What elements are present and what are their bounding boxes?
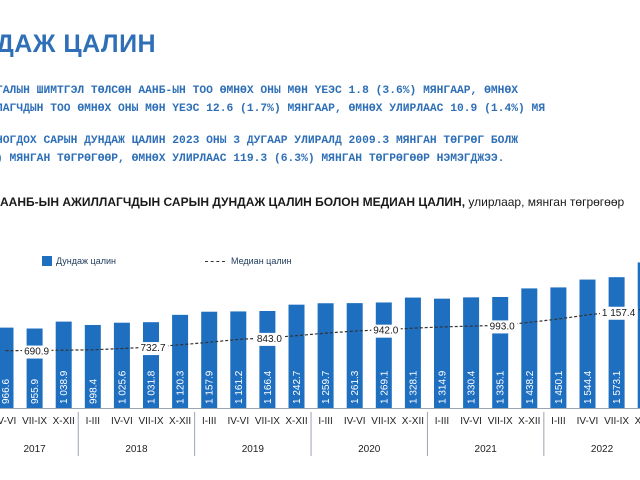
bar-value-label: 1 335.1 (496, 370, 507, 404)
bar-18 (521, 288, 538, 408)
legend-label-bar: Дундаж цалин (56, 256, 116, 266)
legend-swatch-line (205, 260, 225, 262)
x-tick-label: VII-IX (488, 416, 513, 427)
median-point-label: 843.0 (257, 334, 282, 345)
bar-12 (346, 303, 363, 408)
legend-item-line: Медиан цалин (205, 256, 292, 266)
bar-value-label: 955.9 (30, 379, 41, 404)
bar-value-label: 1 038.9 (59, 370, 70, 404)
page-title: ДАЖ ЦАЛИН (0, 30, 157, 58)
median-label-bg (254, 332, 285, 346)
x-tick-label: IV-VI (577, 416, 599, 427)
summary-line: ЛАГЧДЫН ТОО ӨМНӨХ ОНЫ МӨН ҮЕЭС 12.6 (1.7… (0, 103, 546, 115)
legend-item-bar: Дундаж цалин (42, 256, 116, 266)
summary-paragraph-2: НОГДОХ САРЫН ДУНДАЖ ЦАЛИН 2023 ОНЫ 3 ДУГ… (0, 132, 518, 168)
x-tick-label: IV-VI (344, 416, 366, 427)
median-label-bg (138, 342, 168, 356)
bar-value-label: 998.4 (88, 379, 99, 404)
median-point-label: 732.7 (140, 343, 165, 354)
bar-value-label: 1 261.3 (350, 370, 361, 404)
x-tick-label: I-III (86, 416, 100, 427)
bar-value-label: 1 450.1 (554, 370, 565, 404)
x-tick-label: X-XII (53, 416, 75, 427)
bar-value-label: 1 120.3 (176, 370, 187, 404)
x-tick-label: VII-IX (22, 416, 47, 427)
x-tick-label: X-XII (169, 416, 191, 427)
median-line (5, 308, 640, 352)
summary-line: НОГДОХ САРЫН ДУНДАЖ ЦАЛИН 2023 ОНЫ 3 ДУГ… (0, 135, 519, 147)
summary-paragraph-1: ГАЛЫН ШИМТГЭЛ ТӨЛСӨН ААНБ-ЫН ТОО ӨМНӨХ О… (0, 82, 545, 118)
bar-value-label: 1 438.2 (525, 370, 536, 404)
bar-16 (463, 297, 480, 408)
bar-value-label: 1 573.1 (612, 370, 623, 404)
median-label-bg (371, 324, 401, 338)
bar-value-label: 966.6 (1, 379, 12, 404)
x-tick-label: X-XII (285, 416, 307, 427)
x-tick-label: I-III (318, 416, 332, 427)
bar-value-label: 1 161.2 (234, 370, 245, 404)
year-label: 2021 (475, 444, 498, 455)
x-tick-label: IV-VI (460, 416, 482, 427)
x-tick-label: IV-VI (0, 416, 16, 427)
x-tick-label: VII-IX (604, 416, 629, 427)
bar-10 (288, 304, 305, 408)
x-tick-label: I-III (551, 416, 565, 427)
x-tick-label: VII-IX (371, 416, 396, 427)
x-tick-label: IV-VI (227, 416, 249, 427)
legend-label-line: Медиан цалин (231, 256, 292, 266)
bar-value-label: 1 544.4 (583, 370, 594, 404)
median-label-bg (22, 345, 52, 359)
median-label-bg (487, 320, 518, 334)
chart-title: ААНБ-ЫН АЖИЛЛАГЧДЫН САРЫН ДУНДАЖ ЦАЛИН Б… (0, 195, 624, 209)
x-tick-label: VII-IX (138, 416, 163, 427)
x-tick-label: VII-IX (255, 416, 280, 427)
x-tick-label: IV-VI (111, 416, 133, 427)
bar-4 (113, 322, 130, 408)
bar-7 (201, 311, 218, 408)
bar-value-label: 1 031.8 (147, 370, 158, 404)
bar-value-label: 1 242.7 (292, 370, 303, 404)
bar-value-label: 1 157.9 (205, 370, 216, 404)
median-point-label: 942.0 (373, 326, 398, 337)
bar-11 (317, 303, 334, 408)
median-point-label: 690.9 (24, 347, 49, 358)
x-tick-label: X-XII (518, 416, 540, 427)
bar-0 (0, 327, 14, 408)
bar-value-label: 1 259.7 (321, 370, 332, 404)
bar-value-label: 1 330.4 (467, 370, 478, 404)
chart-title-main: ААНБ-ЫН АЖИЛЛАГЧДЫН САРЫН ДУНДАЖ ЦАЛИН Б… (0, 195, 466, 209)
year-label: 2019 (242, 444, 265, 455)
bar-value-label: 1 025.6 (117, 370, 128, 404)
x-tick-label: X-XII (635, 416, 640, 427)
bar-value-label: 1 314.9 (438, 370, 449, 404)
chart-title-unit: улирлаар, мянган төгрөгөөр (465, 195, 625, 209)
bar-22 (637, 262, 640, 408)
median-point-label: 1 157.4 (602, 308, 636, 319)
year-label: 2017 (23, 444, 46, 455)
bar-20 (579, 279, 596, 408)
legend-swatch-bar (42, 256, 52, 266)
x-tick-label: X-XII (402, 416, 424, 427)
x-tick-label: I-III (435, 416, 449, 427)
bar-value-label: 1 328.1 (408, 370, 419, 404)
bar-3 (84, 324, 101, 408)
bar-2 (55, 321, 72, 408)
median-label-bg (599, 306, 638, 320)
bar-8 (230, 311, 247, 408)
bar-15 (434, 298, 450, 408)
bar-6 (172, 314, 189, 408)
x-tick-label: I-III (202, 416, 216, 427)
bar-19 (550, 287, 567, 408)
bar-value-label: 1 269.1 (379, 370, 390, 404)
median-point-label: 993.0 (490, 321, 515, 332)
year-label: 2020 (358, 444, 381, 455)
year-label: 2018 (125, 444, 148, 455)
bar-value-label: 1 166.4 (263, 370, 274, 404)
year-label: 2022 (591, 444, 614, 455)
summary-line: ГАЛЫН ШИМТГЭЛ ТӨЛСӨН ААНБ-ЫН ТОО ӨМНӨХ О… (0, 85, 519, 97)
bar-14 (404, 297, 421, 408)
summary-line: ) МЯНГАН ТӨГРӨГӨӨР, ӨМНӨХ УЛИРЛААС 119.3… (0, 153, 505, 165)
